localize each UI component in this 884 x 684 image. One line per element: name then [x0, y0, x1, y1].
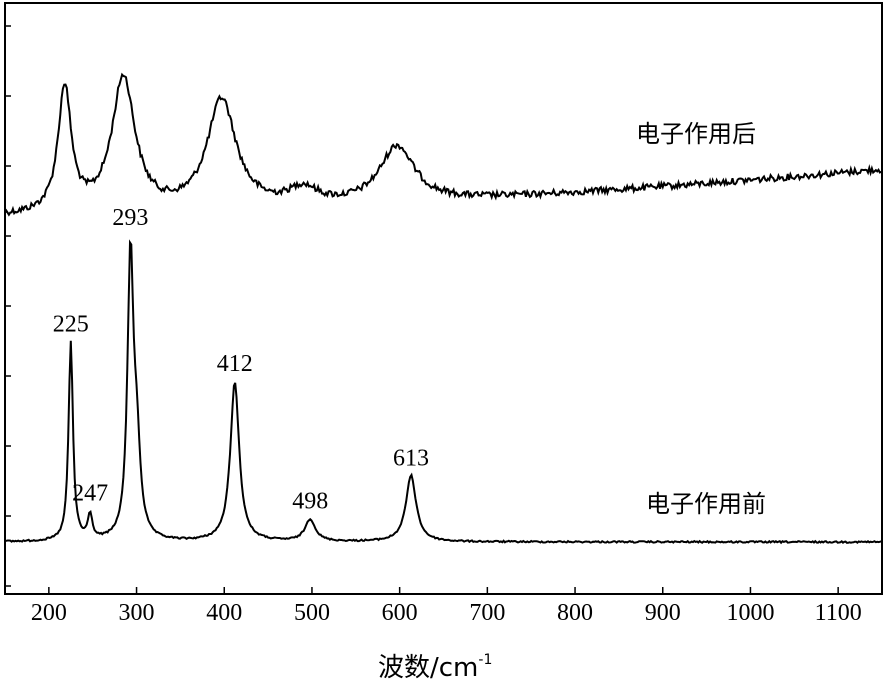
- peak-label: 225: [53, 311, 89, 337]
- peak-label: 498: [292, 489, 328, 515]
- x-axis-title-superscript: -1: [478, 652, 492, 668]
- x-tick-label: 900: [645, 600, 681, 626]
- x-tick-label: 300: [119, 600, 155, 626]
- peak-labels: 225 247 293 412 498 613: [53, 205, 429, 515]
- plot-frame: [4, 2, 883, 595]
- x-tick-label: 700: [469, 600, 505, 626]
- y-axis-ticks: [5, 25, 11, 587]
- x-tick-label: 1000: [726, 600, 774, 626]
- peak-label: 613: [393, 445, 429, 471]
- series-label-after: 电子作用后: [636, 120, 756, 148]
- x-tick-label: 200: [31, 600, 67, 626]
- x-axis-ticks: 200 300 400 500 600 700 800 900 1000 1100: [31, 587, 862, 626]
- series-line-after: [4, 72, 882, 217]
- peak-label: 412: [217, 351, 253, 377]
- x-tick-label: 600: [382, 600, 418, 626]
- series-line-before: [4, 239, 882, 545]
- series-label-before: 电子作用前: [646, 490, 766, 518]
- peak-label: 293: [112, 205, 148, 231]
- peak-label: 247: [72, 480, 108, 506]
- x-tick-label: 500: [294, 600, 330, 626]
- x-axis-title: 波数/cm-1: [378, 652, 492, 683]
- x-tick-label: 800: [557, 600, 593, 626]
- x-tick-label: 1100: [815, 600, 862, 626]
- x-tick-label: 400: [206, 600, 242, 626]
- x-axis-title-main: 波数/cm: [378, 653, 478, 683]
- spectrum-lines: [4, 72, 882, 545]
